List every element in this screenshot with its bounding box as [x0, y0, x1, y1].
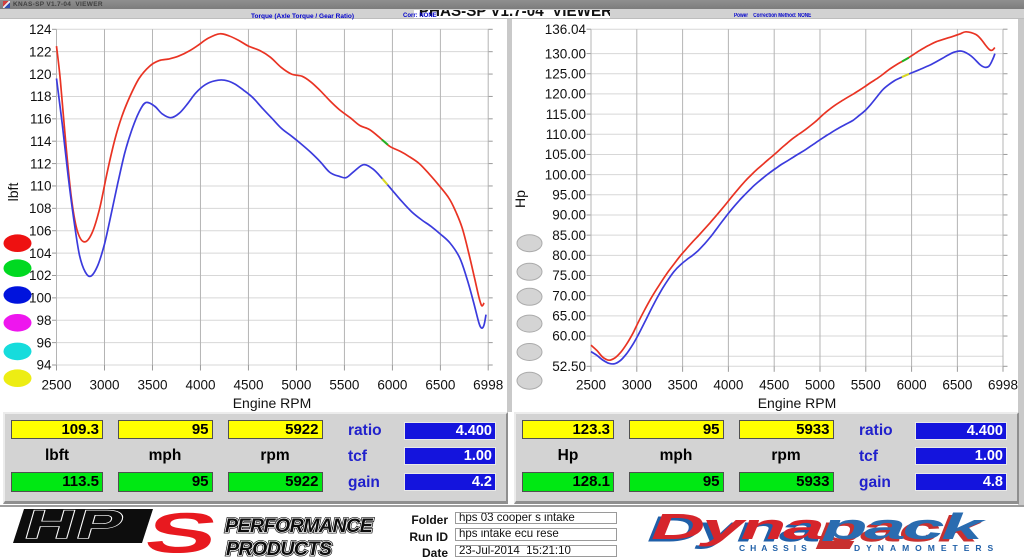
svg-text:120.00: 120.00: [545, 87, 586, 102]
svg-text:5500: 5500: [851, 378, 881, 393]
svg-text:6998: 6998: [988, 378, 1018, 393]
svg-text:104: 104: [29, 246, 52, 261]
svg-text:PRODUCTS: PRODUCTS: [226, 538, 332, 560]
svg-text:90.00: 90.00: [552, 208, 586, 223]
svg-text:4000: 4000: [185, 378, 215, 393]
svg-text:75.00: 75.00: [552, 268, 586, 283]
svg-text:5000: 5000: [805, 378, 835, 393]
svg-text:98: 98: [36, 313, 51, 328]
svg-text:115.00: 115.00: [546, 107, 586, 122]
svg-text:102: 102: [29, 268, 52, 283]
svg-text:3000: 3000: [89, 378, 119, 393]
svg-text:105.00: 105.00: [545, 147, 586, 162]
svg-text:5500: 5500: [329, 378, 359, 393]
svg-text:65.00: 65.00: [552, 309, 586, 324]
svg-text:2500: 2500: [41, 378, 71, 393]
svg-text:4500: 4500: [233, 378, 263, 393]
svg-text:100.00: 100.00: [545, 167, 586, 182]
svg-text:80.00: 80.00: [552, 248, 586, 263]
svg-text:108: 108: [29, 201, 52, 216]
svg-text:70.00: 70.00: [552, 288, 586, 303]
svg-text:6000: 6000: [897, 378, 927, 393]
svg-text:118: 118: [30, 89, 52, 104]
svg-text:2500: 2500: [576, 378, 606, 393]
svg-text:136.04: 136.04: [545, 22, 587, 37]
svg-text:HP: HP: [20, 504, 133, 547]
svg-text:6500: 6500: [425, 378, 455, 393]
svg-text:PERFORMANCE: PERFORMANCE: [225, 515, 374, 537]
svg-text:5000: 5000: [281, 378, 311, 393]
svg-text:100: 100: [29, 291, 52, 306]
svg-text:60.00: 60.00: [552, 329, 586, 344]
svg-text:3000: 3000: [622, 378, 652, 393]
svg-text:96: 96: [36, 335, 51, 350]
svg-text:106: 106: [29, 223, 52, 238]
svg-text:130.00: 130.00: [545, 46, 586, 61]
svg-text:122: 122: [29, 44, 52, 59]
svg-text:85.00: 85.00: [552, 228, 586, 243]
svg-text:95.00: 95.00: [552, 188, 586, 203]
svg-text:lbft: lbft: [5, 183, 21, 202]
svg-text:4500: 4500: [759, 378, 789, 393]
svg-text:94: 94: [36, 358, 52, 373]
svg-text:Engine RPM: Engine RPM: [233, 395, 312, 411]
svg-text:6000: 6000: [377, 378, 407, 393]
svg-text:6998: 6998: [473, 378, 503, 393]
svg-text:125.00: 125.00: [545, 66, 586, 81]
svg-text:Engine RPM: Engine RPM: [758, 395, 837, 411]
svg-text:PRODUCTS: PRODUCTS: [226, 538, 332, 560]
svg-text:3500: 3500: [137, 378, 167, 393]
svg-text:Hp: Hp: [512, 190, 528, 208]
svg-text:112: 112: [30, 156, 52, 171]
svg-text:124: 124: [29, 22, 52, 37]
svg-text:6500: 6500: [942, 378, 972, 393]
svg-text:114: 114: [30, 134, 52, 149]
svg-text:116: 116: [30, 112, 52, 127]
svg-text:3500: 3500: [668, 378, 698, 393]
svg-text:S: S: [139, 504, 225, 560]
svg-text:120: 120: [29, 67, 52, 82]
svg-text:110: 110: [30, 179, 52, 194]
svg-text:4000: 4000: [713, 378, 743, 393]
svg-text:PERFORMANCE: PERFORMANCE: [225, 515, 374, 537]
svg-text:110.00: 110.00: [546, 127, 586, 142]
svg-text:52.50: 52.50: [552, 359, 586, 374]
